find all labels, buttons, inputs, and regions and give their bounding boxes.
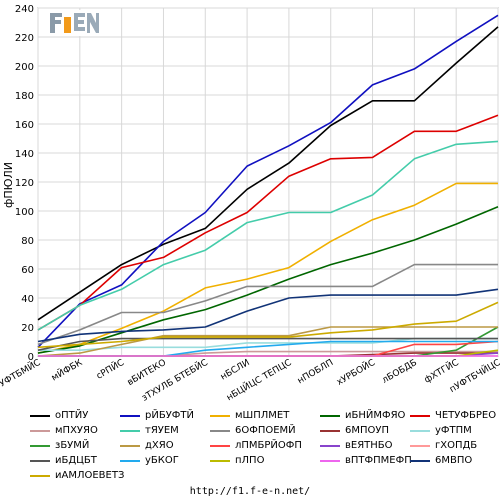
x-tick-label: нПОБЛП xyxy=(296,358,335,386)
x-tick-label: хУРБОЙС xyxy=(334,356,377,388)
legend-swatch xyxy=(320,445,340,447)
legend-label: рЙБУФТЙ xyxy=(145,410,194,421)
legend-swatch xyxy=(30,415,50,417)
legend-label: уФТПМ xyxy=(435,425,472,436)
legend-label: зБУМЙ xyxy=(55,440,90,451)
legend-swatch xyxy=(30,460,50,462)
line-chart: 0 20 40 60 80 100 120 140 160 180 200 220 240 бФУФТБ… xyxy=(0,4,500,404)
logo-graphic xyxy=(48,10,100,36)
legend-swatch xyxy=(320,430,340,432)
legend-label: 6ОФПОЕМЙ xyxy=(235,425,296,436)
y-tick-label: 160 xyxy=(15,120,34,131)
legend-label: уБКОГ xyxy=(145,455,179,466)
y-tick-label: 240 xyxy=(15,4,34,15)
legend-label: мПХУЯО xyxy=(55,425,98,436)
legend-label: иБДЦБТ xyxy=(55,455,97,466)
series-line-19 xyxy=(37,288,499,343)
legend-swatch xyxy=(320,460,340,462)
series-line-11 xyxy=(37,326,498,357)
y-tick-label: 60 xyxy=(21,265,34,276)
legend-swatch xyxy=(120,460,140,462)
y-tick-label: 180 xyxy=(15,91,34,102)
x-tick-label: сРПЙС xyxy=(94,356,126,381)
legend-swatch xyxy=(210,415,230,417)
legend-swatch xyxy=(210,430,230,432)
legend-label: мШПЛМЕТ xyxy=(235,410,290,421)
legend-swatch xyxy=(120,430,140,432)
legend-label: 6МПОУП xyxy=(345,425,389,436)
x-tick-label: фХТГЙС xyxy=(422,356,461,385)
legend-label: дХЯО xyxy=(145,440,174,451)
y-tick-label: 20 xyxy=(21,323,34,334)
y-axis-label: фПЮЛИ xyxy=(2,162,15,208)
x-tick-label: нБСЛИ xyxy=(219,358,252,383)
legend-swatch xyxy=(410,430,430,432)
y-tick-label: 40 xyxy=(21,294,34,305)
series-line-4 xyxy=(37,114,499,331)
y-tick-label: 220 xyxy=(15,33,34,44)
legend-swatch xyxy=(30,475,50,477)
x-tick-label: зТХУЛБ БТЕБЙС xyxy=(139,356,209,404)
legend-label: иБНЙМФЯО xyxy=(345,410,406,421)
legend-label: гХОПДБ xyxy=(435,440,478,451)
legend-label: ЧЕТУФБРЕО xyxy=(435,410,497,421)
x-tick-label: лБОБДБ xyxy=(381,358,419,386)
legend-label: вПТФПМЕФП xyxy=(345,455,412,466)
legend-swatch xyxy=(320,415,340,417)
series-line-0 xyxy=(37,26,499,321)
y-tick-label: 120 xyxy=(15,178,34,189)
legend-swatch xyxy=(30,445,50,447)
legend-label: 6МВПО xyxy=(435,455,473,466)
series-lines xyxy=(37,14,499,357)
x-tick-label: нБЦЙЦС ТЕПЦС xyxy=(224,356,293,403)
x-tick-label: бФУФТБМЙС xyxy=(0,356,42,396)
legend-swatch xyxy=(410,445,430,447)
y-tick-label: 100 xyxy=(15,207,34,218)
legend-label: лПМБРЙОФП xyxy=(235,440,302,451)
legend-label: оПТЙУ xyxy=(55,410,89,421)
series-line-2 xyxy=(37,182,498,354)
legend-swatch xyxy=(410,460,430,462)
legend-label: иАМЛОЕВЕТЗ xyxy=(55,470,125,481)
y-tick-label: 0 xyxy=(28,352,34,363)
y-tick-label: 80 xyxy=(21,236,34,247)
legend-swatch xyxy=(210,445,230,447)
y-tick-label: 140 xyxy=(15,149,34,160)
series-line-20 xyxy=(37,301,499,349)
legend-swatch xyxy=(410,415,430,417)
legend-swatch xyxy=(120,445,140,447)
legend-swatch xyxy=(30,430,50,432)
y-tick-labels: 0 20 40 60 80 100 120 140 160 180 200 220 240 xyxy=(15,4,34,363)
f1en-logo xyxy=(48,10,100,36)
x-tick-label: мЙФБК xyxy=(49,356,85,384)
legend-swatch xyxy=(210,460,230,462)
site-url[interactable]: http://f1.f-e-n.net/ xyxy=(189,486,311,497)
grid xyxy=(37,7,499,357)
legend-label: вЕЯТНБО xyxy=(345,440,393,451)
series-line-6 xyxy=(37,140,499,331)
legend-label: тЯУЕМ xyxy=(145,425,179,436)
series-line-15 xyxy=(37,337,498,351)
series-line-1 xyxy=(37,14,499,348)
legend-swatch xyxy=(120,415,140,417)
series-line-7 xyxy=(37,263,498,346)
legend-label: пЛПО xyxy=(235,455,265,466)
y-tick-label: 200 xyxy=(15,62,34,73)
